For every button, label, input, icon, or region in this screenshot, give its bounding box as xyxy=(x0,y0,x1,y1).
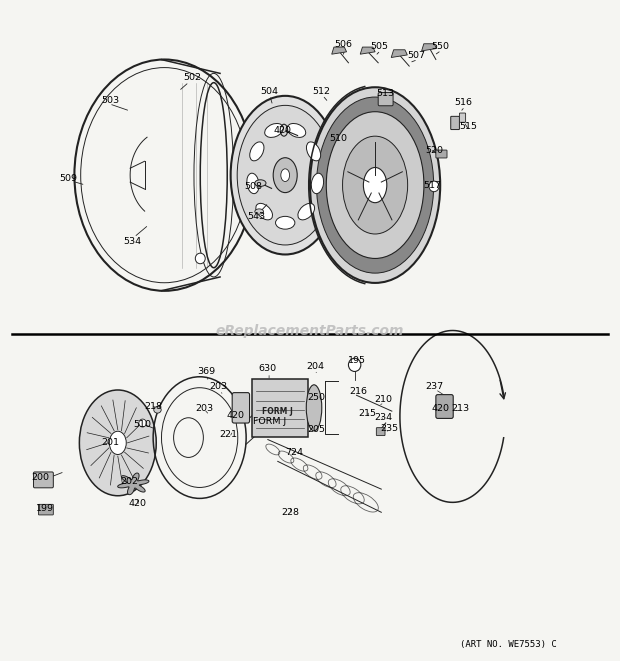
Text: 199: 199 xyxy=(35,504,54,514)
Ellipse shape xyxy=(311,173,324,194)
Ellipse shape xyxy=(255,209,264,214)
Ellipse shape xyxy=(247,173,259,194)
Text: 506: 506 xyxy=(334,40,352,50)
Ellipse shape xyxy=(273,158,297,192)
Text: 228: 228 xyxy=(281,508,299,517)
Polygon shape xyxy=(360,47,375,54)
Circle shape xyxy=(195,253,205,264)
Text: FORM J: FORM J xyxy=(253,417,286,426)
FancyBboxPatch shape xyxy=(33,472,53,488)
FancyBboxPatch shape xyxy=(436,150,447,158)
Text: 369: 369 xyxy=(197,367,215,376)
Text: 203: 203 xyxy=(195,404,214,413)
Text: 515: 515 xyxy=(459,122,477,132)
Polygon shape xyxy=(422,44,436,51)
Text: 512: 512 xyxy=(312,87,330,96)
Text: eReplacementParts.com: eReplacementParts.com xyxy=(216,323,404,338)
Text: 202: 202 xyxy=(120,477,138,486)
FancyBboxPatch shape xyxy=(436,395,453,418)
Text: 507: 507 xyxy=(407,51,426,60)
Text: 221: 221 xyxy=(219,430,237,440)
Ellipse shape xyxy=(154,407,161,413)
FancyBboxPatch shape xyxy=(376,428,385,436)
Ellipse shape xyxy=(109,431,126,455)
Ellipse shape xyxy=(306,385,322,431)
Text: 516: 516 xyxy=(454,98,473,107)
Text: 517: 517 xyxy=(423,180,442,190)
Polygon shape xyxy=(118,473,149,494)
Text: 420: 420 xyxy=(128,499,147,508)
FancyBboxPatch shape xyxy=(378,93,393,106)
FancyBboxPatch shape xyxy=(459,113,466,122)
Text: 210: 210 xyxy=(374,395,392,405)
Ellipse shape xyxy=(306,142,321,161)
Ellipse shape xyxy=(250,142,264,161)
Ellipse shape xyxy=(326,112,424,258)
Ellipse shape xyxy=(316,97,433,273)
Text: FORM J: FORM J xyxy=(262,407,293,416)
Ellipse shape xyxy=(255,180,266,186)
Text: 510: 510 xyxy=(133,420,152,429)
Text: 203: 203 xyxy=(209,382,228,391)
Text: 543: 543 xyxy=(247,212,265,221)
Text: 724: 724 xyxy=(285,448,304,457)
Text: 216: 216 xyxy=(349,387,368,396)
Text: 235: 235 xyxy=(380,424,399,433)
Text: 420: 420 xyxy=(273,126,291,136)
FancyBboxPatch shape xyxy=(252,379,309,437)
Text: 513: 513 xyxy=(376,89,395,98)
Text: 509: 509 xyxy=(59,174,78,183)
Text: 420: 420 xyxy=(431,404,450,413)
Ellipse shape xyxy=(79,390,156,496)
FancyBboxPatch shape xyxy=(451,116,459,130)
Text: (ART NO. WE7553) C: (ART NO. WE7553) C xyxy=(460,640,557,649)
Text: 213: 213 xyxy=(451,404,469,413)
Ellipse shape xyxy=(231,96,340,254)
Text: 520: 520 xyxy=(425,146,443,155)
Ellipse shape xyxy=(287,124,306,137)
Text: 534: 534 xyxy=(123,237,141,246)
Text: 195: 195 xyxy=(347,356,366,365)
Text: 237: 237 xyxy=(425,382,443,391)
Text: 630: 630 xyxy=(259,364,277,373)
Text: 200: 200 xyxy=(31,473,50,482)
Text: 205: 205 xyxy=(307,425,326,434)
Ellipse shape xyxy=(310,87,440,283)
Text: 505: 505 xyxy=(370,42,389,51)
Text: 218: 218 xyxy=(144,402,163,411)
Ellipse shape xyxy=(281,169,290,182)
FancyBboxPatch shape xyxy=(232,393,249,423)
Text: 201: 201 xyxy=(101,438,120,447)
Ellipse shape xyxy=(237,105,333,245)
Polygon shape xyxy=(391,50,407,58)
Text: 503: 503 xyxy=(101,96,120,105)
Text: 234: 234 xyxy=(374,413,392,422)
Text: 215: 215 xyxy=(358,408,376,418)
Text: 508: 508 xyxy=(244,182,262,191)
Ellipse shape xyxy=(265,124,283,137)
Ellipse shape xyxy=(298,204,314,220)
Polygon shape xyxy=(332,47,347,54)
Text: 550: 550 xyxy=(431,42,450,51)
Circle shape xyxy=(348,358,361,371)
Ellipse shape xyxy=(275,216,295,229)
Ellipse shape xyxy=(256,204,273,220)
Text: 510: 510 xyxy=(329,134,348,143)
Ellipse shape xyxy=(363,167,387,203)
Text: 420: 420 xyxy=(226,410,245,420)
Text: 250: 250 xyxy=(307,393,326,403)
FancyBboxPatch shape xyxy=(38,504,53,515)
Text: 504: 504 xyxy=(260,87,279,96)
Circle shape xyxy=(429,181,439,192)
Circle shape xyxy=(139,419,146,427)
Ellipse shape xyxy=(342,136,408,234)
Text: 502: 502 xyxy=(183,73,202,83)
Text: 204: 204 xyxy=(306,362,324,371)
